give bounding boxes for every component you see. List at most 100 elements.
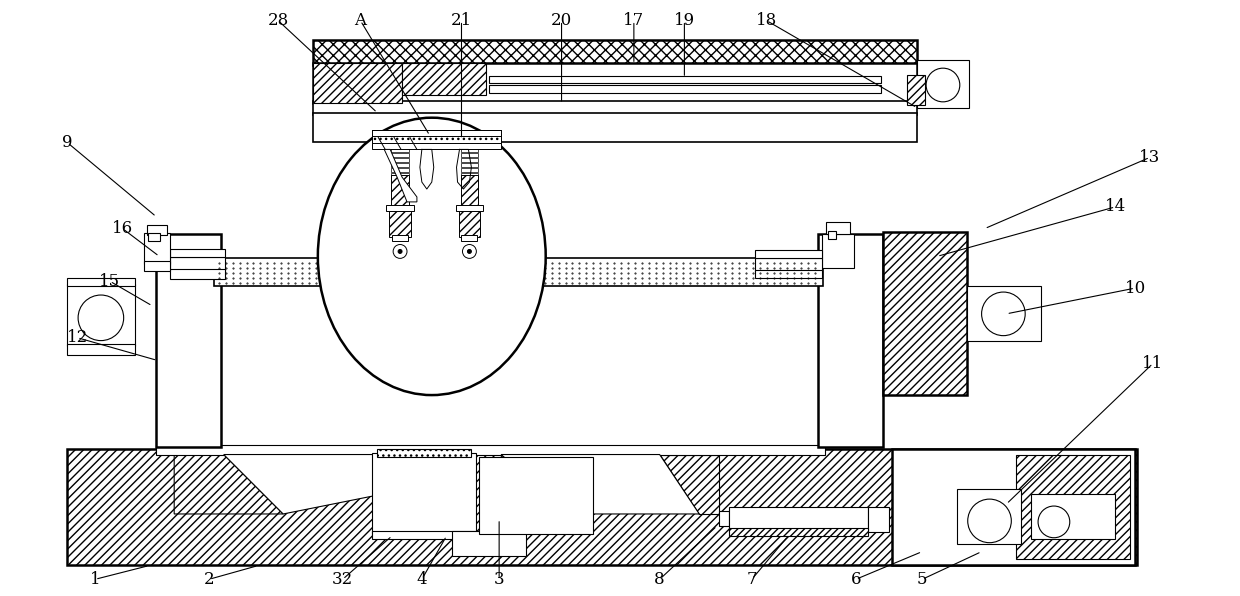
Text: 4: 4 <box>417 571 427 588</box>
Bar <box>883 232 967 395</box>
Bar <box>391 153 409 157</box>
Bar <box>372 129 501 135</box>
Bar <box>389 211 410 237</box>
Circle shape <box>393 244 407 259</box>
Bar <box>149 232 160 241</box>
Text: 16: 16 <box>112 220 133 237</box>
Bar <box>460 159 479 162</box>
Polygon shape <box>223 455 392 514</box>
Bar <box>480 457 593 534</box>
Circle shape <box>78 295 124 340</box>
Bar <box>822 234 854 268</box>
Bar <box>1017 455 1130 558</box>
Circle shape <box>967 499 1012 543</box>
Polygon shape <box>384 150 417 202</box>
Text: 19: 19 <box>673 12 694 29</box>
Bar <box>893 449 1135 566</box>
Circle shape <box>398 250 402 253</box>
Bar <box>170 269 224 279</box>
Bar <box>460 163 479 167</box>
Bar <box>868 507 889 532</box>
Bar <box>396 329 490 337</box>
Bar <box>729 507 868 532</box>
Bar <box>460 153 479 157</box>
Text: 12: 12 <box>67 329 88 346</box>
Bar <box>156 234 221 446</box>
Bar <box>719 511 729 526</box>
Bar <box>312 41 918 65</box>
Bar <box>377 449 471 457</box>
Bar <box>490 76 880 83</box>
Bar <box>156 445 825 455</box>
Bar <box>67 278 135 286</box>
Text: 11: 11 <box>1142 355 1163 372</box>
Bar <box>67 449 1137 566</box>
Bar <box>460 168 479 172</box>
Bar <box>67 284 135 346</box>
Text: 8: 8 <box>655 571 665 588</box>
Circle shape <box>463 244 476 259</box>
Bar <box>459 211 480 237</box>
Bar <box>755 270 822 278</box>
Bar <box>391 175 409 207</box>
Bar <box>460 148 479 153</box>
Bar <box>436 139 486 235</box>
Bar <box>755 250 822 259</box>
Bar <box>213 259 823 286</box>
Bar <box>170 257 224 271</box>
Bar <box>312 63 402 103</box>
Text: 1: 1 <box>89 571 100 588</box>
Bar <box>312 63 918 103</box>
Circle shape <box>982 292 1025 336</box>
Bar <box>391 159 409 162</box>
Bar <box>396 269 490 331</box>
Ellipse shape <box>317 117 546 395</box>
Bar <box>67 343 135 355</box>
Bar <box>148 225 167 235</box>
Bar <box>386 205 414 211</box>
Bar <box>372 452 476 534</box>
Bar <box>1032 494 1115 539</box>
Bar <box>460 175 479 207</box>
Circle shape <box>467 250 471 253</box>
Bar <box>451 531 526 555</box>
Bar <box>455 205 484 211</box>
Bar <box>145 232 170 264</box>
Text: 2: 2 <box>203 571 215 588</box>
Text: 5: 5 <box>916 571 928 588</box>
Bar <box>145 261 170 271</box>
Text: 9: 9 <box>62 134 72 151</box>
Polygon shape <box>501 455 699 514</box>
Text: 15: 15 <box>99 272 120 290</box>
Bar <box>170 250 224 257</box>
Bar <box>391 148 409 153</box>
Bar <box>402 63 486 95</box>
Bar <box>490 85 880 93</box>
Bar <box>312 101 918 114</box>
Bar <box>391 163 409 167</box>
Bar <box>392 235 408 241</box>
Text: 20: 20 <box>551 12 572 29</box>
Polygon shape <box>660 455 719 514</box>
Text: 18: 18 <box>756 12 777 29</box>
Text: 3: 3 <box>494 571 505 588</box>
Bar <box>372 134 501 145</box>
Bar <box>729 528 868 536</box>
Bar <box>828 231 836 238</box>
Bar <box>372 531 476 539</box>
Text: 14: 14 <box>1105 198 1126 215</box>
Bar <box>312 113 918 142</box>
Bar <box>67 300 156 446</box>
Bar <box>818 234 883 446</box>
Bar <box>461 235 477 241</box>
Bar <box>755 259 822 272</box>
Text: 13: 13 <box>1140 149 1161 166</box>
Bar <box>460 173 479 177</box>
Text: 28: 28 <box>268 12 289 29</box>
Text: 6: 6 <box>851 571 861 588</box>
Bar <box>432 336 454 347</box>
Bar <box>967 286 1042 340</box>
Text: A: A <box>355 12 367 29</box>
Bar <box>918 60 968 108</box>
Text: 7: 7 <box>746 571 758 588</box>
